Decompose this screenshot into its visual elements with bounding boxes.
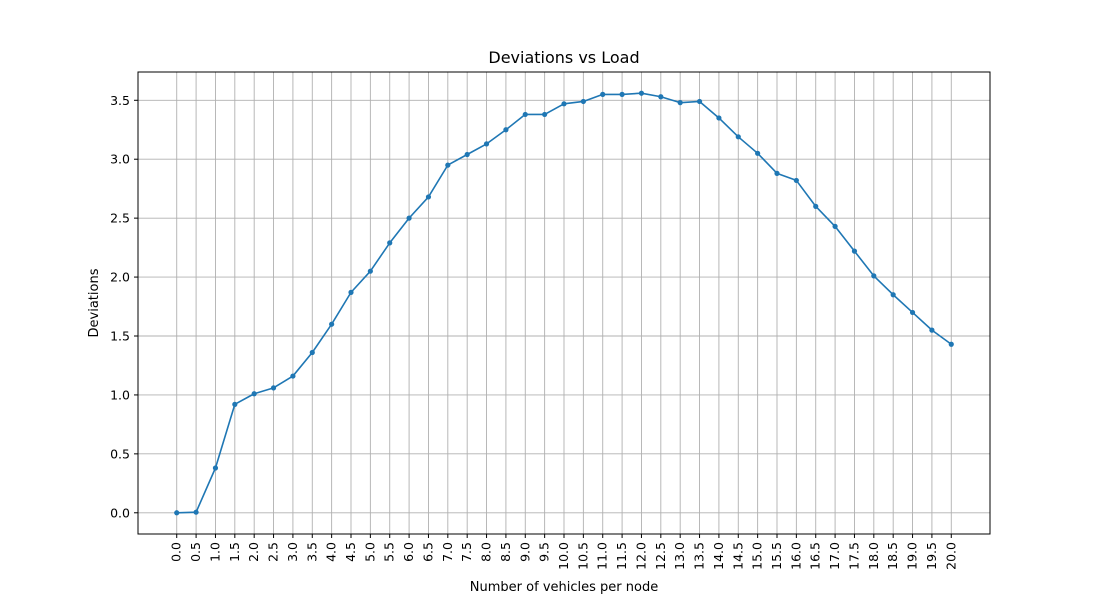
chart-title: Deviations vs Load bbox=[488, 48, 639, 67]
data-point bbox=[387, 240, 393, 246]
x-tick-label: 2.0 bbox=[246, 542, 261, 562]
x-tick-label: 10.5 bbox=[575, 542, 590, 570]
x-tick-label: 5.0 bbox=[362, 542, 377, 562]
data-point bbox=[716, 115, 722, 121]
x-tick-label: 20.0 bbox=[943, 542, 958, 570]
y-tick-label: 2.0 bbox=[110, 270, 130, 285]
data-point bbox=[948, 341, 954, 347]
x-tick-label: 6.5 bbox=[420, 542, 435, 562]
y-tick-label: 0.0 bbox=[110, 505, 130, 520]
grid bbox=[138, 72, 990, 534]
x-tick-label: 9.0 bbox=[517, 542, 532, 562]
x-tick-label: 8.0 bbox=[479, 542, 494, 562]
x-tick-label: 1.5 bbox=[227, 542, 242, 562]
data-point bbox=[445, 162, 451, 168]
x-tick-label: 16.5 bbox=[808, 542, 823, 570]
data-point bbox=[522, 111, 528, 118]
x-tick-label: 17.5 bbox=[846, 542, 861, 570]
x-tick-label: 18.5 bbox=[885, 542, 900, 570]
data-point bbox=[503, 127, 509, 133]
x-tick-label: 13.5 bbox=[692, 542, 707, 570]
y-axis: 0.0 0.5 1.0 1.5 2.0 2.5 3.0 3.5 bbox=[110, 93, 138, 520]
y-tick-label: 1.0 bbox=[110, 387, 130, 402]
x-tick-label: 15.0 bbox=[750, 542, 765, 570]
data-point bbox=[871, 273, 877, 279]
y-tick-label: 1.5 bbox=[110, 329, 130, 344]
x-tick-label: 0.0 bbox=[169, 542, 184, 562]
x-tick-label: 7.5 bbox=[459, 542, 474, 562]
data-point bbox=[619, 91, 625, 97]
x-tick-label: 14.0 bbox=[711, 542, 726, 570]
data-point bbox=[251, 391, 257, 397]
data-point bbox=[425, 194, 432, 200]
x-tick-label: 13.0 bbox=[672, 542, 687, 570]
data-point bbox=[367, 268, 373, 274]
data-point bbox=[212, 465, 219, 471]
x-tick-label: 0.5 bbox=[188, 542, 203, 562]
x-axis-label: Number of vehicles per node bbox=[470, 580, 658, 595]
data-point bbox=[677, 100, 683, 106]
x-tick-label: 10.0 bbox=[556, 542, 571, 570]
data-point bbox=[658, 94, 664, 100]
data-point bbox=[735, 134, 741, 140]
x-tick-label: 1.0 bbox=[207, 542, 222, 562]
data-point bbox=[774, 170, 780, 176]
data-point bbox=[851, 248, 858, 254]
data-point bbox=[483, 141, 490, 147]
data-point bbox=[406, 215, 412, 221]
data-point bbox=[193, 509, 199, 515]
data-point bbox=[890, 292, 896, 298]
data-point bbox=[580, 98, 586, 105]
data-point bbox=[309, 349, 315, 356]
data-point bbox=[929, 327, 935, 333]
x-tick-label: 18.0 bbox=[866, 542, 881, 570]
data-point bbox=[600, 91, 606, 97]
data-point bbox=[638, 90, 645, 96]
data-point bbox=[561, 101, 567, 107]
x-tick-label: 5.5 bbox=[382, 542, 397, 562]
x-tick-label: 11.0 bbox=[595, 542, 610, 570]
data-point bbox=[813, 203, 819, 209]
x-tick-label: 9.5 bbox=[537, 542, 552, 562]
x-tick-label: 2.5 bbox=[266, 542, 281, 562]
x-tick-label: 8.5 bbox=[498, 542, 513, 562]
y-tick-label: 3.0 bbox=[110, 152, 130, 167]
x-tick-label: 12.0 bbox=[633, 542, 648, 570]
y-tick-label: 0.5 bbox=[110, 446, 130, 461]
data-point bbox=[909, 309, 916, 316]
data-point bbox=[696, 98, 703, 105]
data-point bbox=[174, 510, 180, 516]
x-tick-label: 6.0 bbox=[401, 542, 416, 562]
data-point bbox=[348, 289, 354, 295]
x-tick-label: 19.0 bbox=[905, 542, 920, 570]
y-tick-label: 3.5 bbox=[110, 93, 130, 108]
x-tick-label: 19.5 bbox=[924, 542, 939, 570]
data-point bbox=[755, 150, 761, 156]
data-point bbox=[832, 223, 838, 229]
x-tick-label: 15.5 bbox=[769, 542, 784, 570]
x-tick-label: 14.5 bbox=[730, 542, 745, 570]
data-point bbox=[542, 111, 548, 118]
data-point bbox=[270, 385, 277, 391]
x-tick-label: 3.0 bbox=[285, 542, 300, 562]
data-point bbox=[329, 321, 335, 327]
x-tick-label: 4.0 bbox=[324, 542, 339, 562]
data-point bbox=[290, 373, 296, 379]
x-tick-label: 3.5 bbox=[304, 542, 319, 562]
data-point bbox=[793, 177, 799, 184]
data-point bbox=[232, 401, 238, 407]
x-tick-label: 4.5 bbox=[343, 542, 358, 562]
data-point bbox=[464, 151, 470, 158]
data-series bbox=[174, 90, 954, 516]
y-tick-label: 2.5 bbox=[110, 211, 130, 226]
x-tick-label: 12.5 bbox=[653, 542, 668, 570]
x-tick-label: 16.0 bbox=[788, 542, 803, 570]
y-axis-label: Deviations bbox=[87, 268, 102, 337]
x-tick-label: 17.0 bbox=[827, 542, 842, 570]
x-tick-label: 7.0 bbox=[440, 542, 455, 562]
x-tick-label: 11.5 bbox=[614, 542, 629, 570]
x-axis: 0.0 0.5 1.0 1.5 2.0 2.5 3.0 3.5 4.0 4.5 5.0 5.5 6.0 6… bbox=[169, 534, 958, 570]
